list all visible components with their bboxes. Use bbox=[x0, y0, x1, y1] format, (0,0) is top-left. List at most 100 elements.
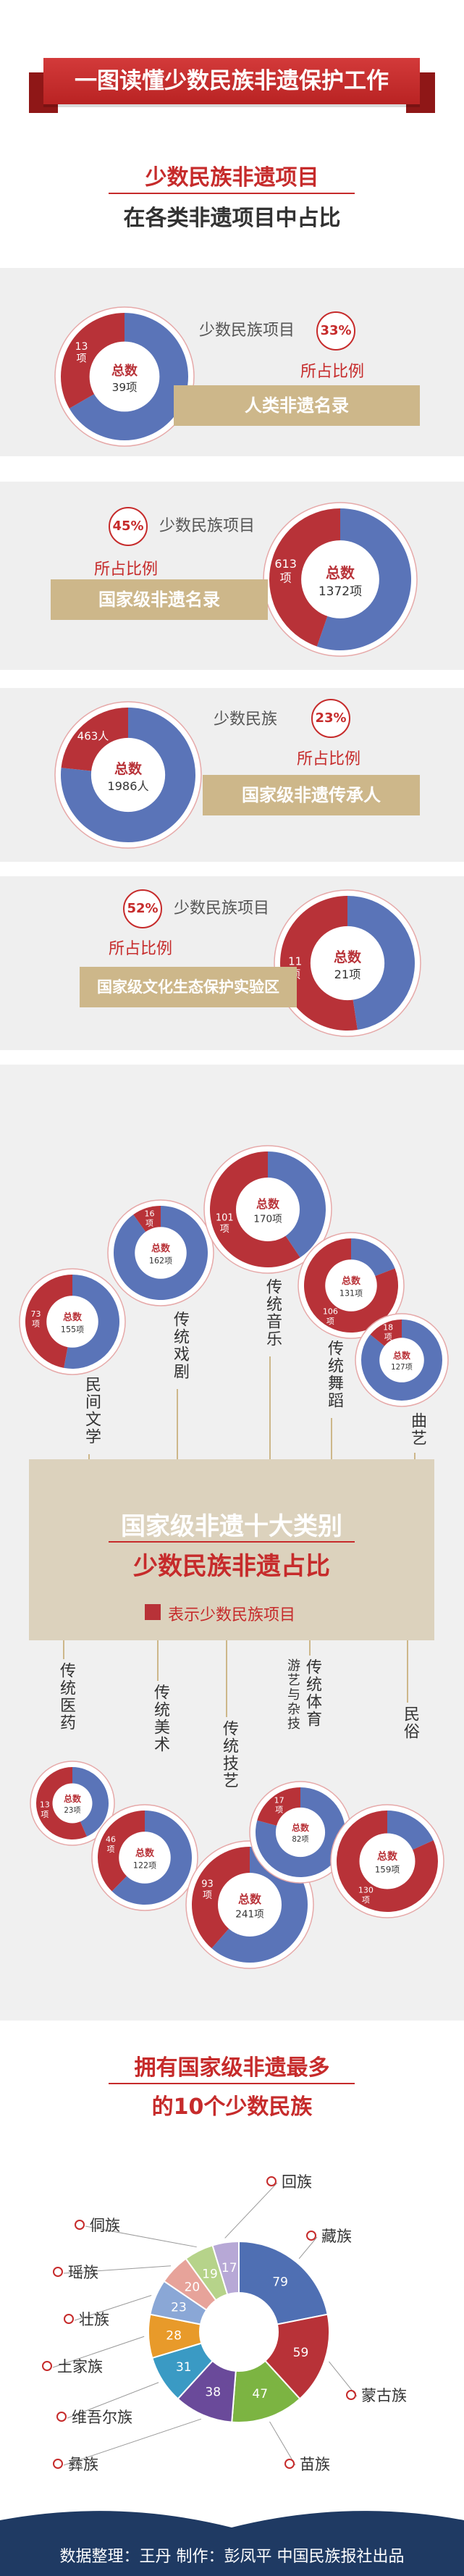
category-6-minority-value: 13 bbox=[40, 1800, 50, 1810]
category-donut-1: 73项 总数 155项 bbox=[19, 1268, 126, 1375]
category-5-total-value: 127项 bbox=[391, 1363, 413, 1372]
ethnic-value-1: 79 bbox=[272, 2275, 288, 2289]
section3-title-line2: 的10个少数民族 bbox=[151, 2094, 313, 2120]
row4-percent: 52% bbox=[123, 889, 162, 928]
row4-category: 国家级文化生态保护实验区 bbox=[80, 967, 297, 1007]
row4-donut-total-label: 总数 bbox=[334, 949, 362, 965]
category-connector-7 bbox=[157, 1640, 159, 1681]
category-name-7: 传统美术 bbox=[151, 1684, 169, 1753]
category-1-minority-value: 73 bbox=[31, 1309, 41, 1319]
section2-top-donuts: 73 项总数 155项 民间文学 16 项总数 162项 传统戏剧 101 项总数 170项 传统音乐… bbox=[0, 1065, 464, 1459]
category-name-2: 传统戏剧 bbox=[171, 1311, 189, 1380]
category-10-hole bbox=[359, 1833, 416, 1889]
ethnic-leader-6 bbox=[52, 2336, 145, 2368]
row1-donut-minority-unit: 项 bbox=[77, 353, 87, 365]
ethnic-label-10: 回族 bbox=[282, 2173, 312, 2191]
category-1-total-value: 155项 bbox=[61, 1325, 84, 1334]
pin-icon bbox=[266, 2176, 277, 2186]
category-3-total-value: 170项 bbox=[253, 1214, 282, 1225]
category-8-minority-unit: 项 bbox=[203, 1890, 212, 1901]
ethnic-value-2: 59 bbox=[293, 2346, 309, 2360]
category-2-minority-value: 16 bbox=[145, 1209, 155, 1219]
category-10-minority-unit: 项 bbox=[362, 1895, 370, 1905]
pin-icon bbox=[42, 2361, 52, 2371]
category-name-10: 民俗 bbox=[401, 1706, 419, 1740]
category-6-hole bbox=[52, 1783, 93, 1824]
category-8-hole bbox=[218, 1873, 282, 1937]
row2-category: 国家级非遗名录 bbox=[51, 579, 268, 620]
pin-icon bbox=[53, 2267, 63, 2277]
row1-category: 人类非遗名录 bbox=[174, 385, 420, 426]
category-connector-2 bbox=[177, 1389, 178, 1459]
ethnic-label-8: 瑶族 bbox=[68, 2264, 98, 2281]
category-2-total-value: 162项 bbox=[149, 1256, 172, 1265]
category-3-total-label: 总数 bbox=[256, 1197, 280, 1211]
category-4-minority-value: 106 bbox=[323, 1307, 338, 1317]
ethnic-value-10: 17 bbox=[222, 2261, 237, 2275]
ethnic-label-1: 藏族 bbox=[321, 2228, 352, 2245]
category-name-3: 传统音乐 bbox=[263, 1278, 282, 1348]
category-1-hole bbox=[46, 1296, 98, 1348]
ethnic-value-6: 28 bbox=[166, 2328, 182, 2343]
category-3-minority-unit: 项 bbox=[220, 1224, 229, 1235]
category-9-hole bbox=[275, 1807, 326, 1858]
donut-row4: 11项总数21项 bbox=[274, 889, 421, 1037]
row4-pct-label: 所占比例 bbox=[109, 940, 173, 958]
pin-icon bbox=[64, 2314, 74, 2324]
ethnic-leader-10 bbox=[224, 2182, 278, 2239]
category-name-9: 传统体育 bbox=[303, 1658, 321, 1728]
row4-donut-minority-value: 11 bbox=[288, 955, 302, 968]
category-9-minority-unit: 项 bbox=[275, 1805, 283, 1815]
row3-category: 国家级非遗传承人 bbox=[203, 775, 420, 815]
category-connector-8 bbox=[226, 1640, 227, 1717]
category-name-1: 民间文学 bbox=[83, 1376, 101, 1446]
category-6-total-value: 23项 bbox=[64, 1806, 80, 1815]
category-connector-4 bbox=[331, 1418, 332, 1459]
row3-percent: 23% bbox=[311, 699, 350, 738]
category-7-total-value: 122项 bbox=[133, 1860, 156, 1870]
row3-donut-minority-value: 463人 bbox=[77, 729, 109, 742]
row1-donut-minority-value: 13 bbox=[75, 341, 88, 353]
page-title: 一图读懂少数民族非遗保护工作 bbox=[43, 58, 420, 104]
category-4-total-value: 131项 bbox=[339, 1288, 363, 1298]
ethnic-leader-9 bbox=[85, 2225, 197, 2248]
category-connector-10 bbox=[407, 1640, 408, 1703]
category-6-total-label: 总数 bbox=[64, 1793, 82, 1804]
category-1-minority-unit: 项 bbox=[32, 1319, 40, 1328]
ethnic-label-7: 壮族 bbox=[79, 2311, 109, 2328]
category-9-total-label: 总数 bbox=[292, 1822, 310, 1833]
row3-donut-total-label: 总数 bbox=[114, 760, 143, 777]
category-1-total-label: 总数 bbox=[63, 1312, 83, 1323]
category-4-total-label: 总数 bbox=[342, 1275, 361, 1287]
row3-donut-total-value: 1986人 bbox=[107, 779, 148, 793]
ethnic-label-3: 苗族 bbox=[300, 2456, 330, 2473]
row1-donut-total-label: 总数 bbox=[111, 363, 138, 379]
category-5-minority-unit: 项 bbox=[384, 1333, 392, 1342]
legend-swatch bbox=[145, 1604, 161, 1620]
category-4-minority-unit: 项 bbox=[326, 1317, 334, 1326]
row2-donut-minority-unit: 项 bbox=[280, 571, 292, 584]
category-name-8: 传统技艺 bbox=[220, 1720, 238, 1790]
row1-minority-label: 少数民族项目 bbox=[199, 322, 295, 340]
category-5-total-label: 总数 bbox=[393, 1350, 411, 1361]
pin-icon bbox=[56, 2412, 67, 2422]
category-connector-1 bbox=[88, 1454, 90, 1459]
row2-minority-label: 少数民族项目 bbox=[159, 517, 256, 535]
category-2-total-label: 总数 bbox=[151, 1243, 171, 1254]
section2-title-panel bbox=[29, 1459, 434, 1640]
category-3-minority-value: 101 bbox=[216, 1213, 234, 1224]
ethnic-donut-hole bbox=[199, 2292, 279, 2372]
ethnic-value-3: 47 bbox=[252, 2387, 268, 2401]
category-5-hole bbox=[379, 1338, 424, 1383]
pin-icon bbox=[53, 2459, 63, 2469]
pin-icon bbox=[306, 2231, 316, 2241]
ethnic-value-9: 19 bbox=[202, 2267, 218, 2281]
category-2-minority-unit: 项 bbox=[145, 1219, 153, 1228]
category-5-minority-value: 18 bbox=[383, 1322, 393, 1332]
ethnic-leader-1 bbox=[298, 2236, 318, 2260]
